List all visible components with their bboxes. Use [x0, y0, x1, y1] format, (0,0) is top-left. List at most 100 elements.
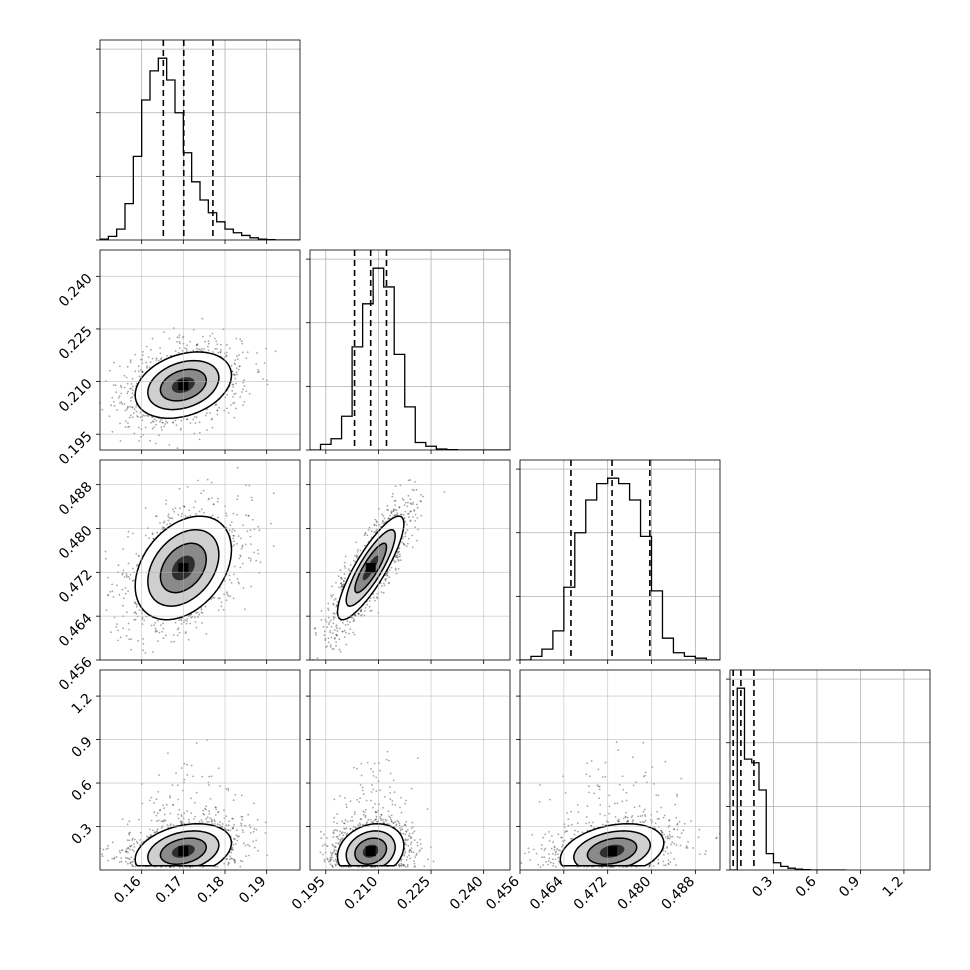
sample-point	[128, 820, 131, 823]
sample-point	[415, 539, 418, 542]
sample-point	[233, 540, 235, 543]
sample-point	[138, 609, 141, 612]
sample-point	[202, 489, 205, 492]
sample-point	[197, 616, 199, 618]
sample-point	[216, 865, 219, 868]
sample-point	[256, 352, 258, 354]
sample-point	[134, 602, 137, 604]
sample-point	[339, 650, 342, 653]
sample-point	[214, 820, 216, 823]
sample-point	[154, 442, 157, 445]
sample-point	[174, 621, 177, 624]
sample-point	[400, 513, 403, 516]
sample-point	[330, 596, 333, 598]
density-panel-2-0	[96, 459, 301, 664]
density-content	[104, 466, 275, 654]
sample-point	[233, 362, 236, 365]
sample-point	[232, 396, 234, 398]
sample-point	[274, 350, 277, 353]
sample-point	[161, 428, 163, 431]
sample-point	[375, 528, 378, 531]
histogram-panel-0	[96, 39, 301, 244]
sample-point	[211, 417, 214, 420]
sample-point	[208, 813, 211, 815]
sample-point	[263, 362, 266, 364]
density-contour	[147, 359, 220, 411]
sample-point	[159, 809, 162, 811]
sample-point	[314, 627, 317, 629]
sample-point	[123, 403, 126, 405]
sample-point	[223, 593, 226, 596]
sample-point	[237, 368, 240, 371]
sample-point	[124, 851, 127, 853]
sample-point	[235, 382, 237, 385]
sample-point	[153, 811, 156, 814]
sample-point	[240, 547, 243, 550]
sample-point	[192, 349, 195, 352]
sample-point	[130, 414, 132, 417]
sample-point	[163, 520, 166, 523]
sample-point	[396, 556, 398, 559]
sample-point	[111, 396, 114, 399]
sample-point	[347, 568, 350, 571]
sample-point	[189, 340, 191, 343]
sample-point	[397, 568, 400, 570]
sample-point	[390, 512, 393, 514]
sample-point	[160, 426, 163, 429]
sample-point	[172, 804, 175, 806]
sample-point	[121, 604, 124, 607]
sample-point	[206, 408, 208, 411]
sample-point	[329, 631, 332, 634]
sample-point	[162, 627, 165, 630]
sample-point	[126, 823, 129, 826]
sample-point	[372, 596, 375, 599]
sample-point	[193, 616, 196, 619]
sample-point	[138, 818, 140, 821]
sample-point	[127, 622, 130, 625]
histogram-step-line	[520, 477, 720, 660]
sample-point	[230, 404, 232, 406]
sample-point	[153, 418, 156, 421]
sample-point	[228, 529, 231, 532]
sample-point	[390, 510, 393, 513]
sample-point	[131, 865, 134, 868]
sample-point	[104, 557, 107, 560]
sample-point	[392, 509, 395, 512]
sample-point	[158, 434, 161, 437]
sample-point	[209, 412, 212, 414]
sample-point	[139, 411, 142, 414]
sample-point	[373, 524, 376, 527]
sample-point	[396, 554, 399, 556]
sample-point	[139, 416, 142, 419]
sample-point	[394, 504, 396, 506]
sample-point	[158, 631, 161, 634]
sample-point	[126, 365, 129, 368]
sample-point	[232, 597, 235, 600]
sample-point	[169, 517, 172, 520]
sample-point	[174, 507, 177, 510]
sample-point	[398, 506, 401, 509]
sample-point	[162, 526, 164, 529]
sample-point	[251, 499, 254, 502]
sample-point	[248, 392, 251, 395]
sample-point	[420, 514, 423, 517]
sample-point	[180, 419, 183, 422]
sample-point	[156, 831, 159, 834]
sample-point	[390, 511, 393, 514]
sample-point	[164, 423, 167, 425]
sample-point	[402, 513, 405, 516]
sample-point	[156, 531, 159, 534]
sample-point	[213, 596, 216, 599]
sample-point	[340, 582, 343, 585]
sample-point	[232, 383, 235, 386]
sample-point	[220, 605, 223, 608]
sample-point	[357, 548, 359, 551]
sample-point	[343, 636, 346, 638]
sample-point	[216, 516, 219, 519]
sample-point	[172, 804, 175, 806]
sample-point	[345, 631, 347, 634]
sample-point	[235, 371, 238, 374]
sample-point	[184, 631, 187, 633]
sample-point	[149, 799, 151, 802]
sample-point	[202, 812, 205, 815]
